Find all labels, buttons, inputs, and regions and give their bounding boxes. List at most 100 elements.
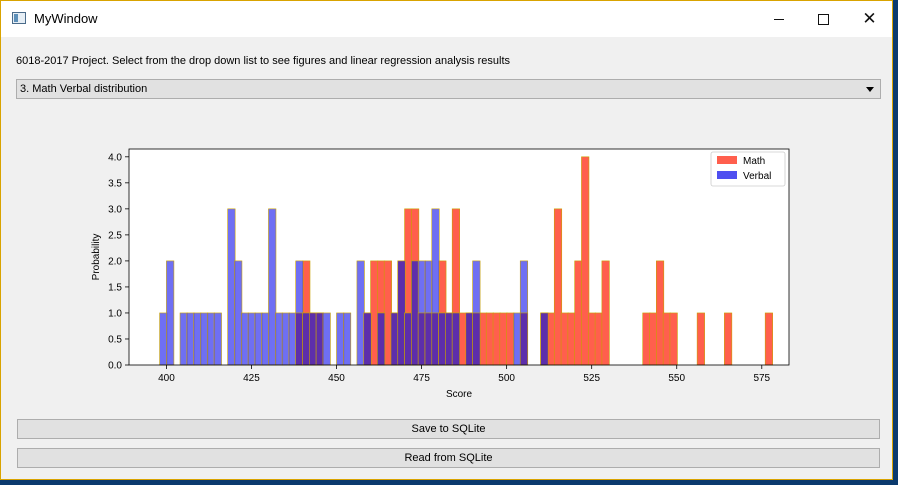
overlap-bar xyxy=(390,312,399,366)
math-bar xyxy=(601,260,610,366)
math-bar xyxy=(506,312,515,366)
overlap-bar xyxy=(424,312,433,366)
verbal-bar xyxy=(159,312,168,366)
save-to-sqlite-button[interactable]: Save to SQLite xyxy=(17,419,880,439)
legend-swatch xyxy=(717,171,737,179)
overlap-bar xyxy=(295,312,304,366)
y-tick-label: 2.0 xyxy=(108,256,122,267)
x-tick-label: 575 xyxy=(753,373,770,384)
overlap-bar xyxy=(519,312,529,366)
verbal-bar xyxy=(234,260,243,366)
overlap-bar xyxy=(377,312,386,366)
math-bar xyxy=(479,312,488,366)
y-tick-label: 3.5 xyxy=(108,178,122,189)
math-bar xyxy=(656,260,665,366)
math-bar xyxy=(567,312,576,366)
math-bar xyxy=(492,312,501,366)
math-bar xyxy=(581,156,590,366)
x-tick-label: 550 xyxy=(668,373,685,384)
x-axis-label: Score xyxy=(446,389,473,400)
overlap-bar xyxy=(315,312,324,366)
verbal-bar xyxy=(206,312,216,366)
math-bar xyxy=(669,312,678,366)
math-bar xyxy=(587,312,597,366)
overlap-bar xyxy=(411,260,420,366)
overlap-bar xyxy=(397,260,406,366)
verbal-bar xyxy=(288,312,297,366)
verbal-bar xyxy=(281,312,290,366)
y-tick-label: 0.0 xyxy=(108,361,122,372)
verbal-bar xyxy=(268,208,277,366)
y-tick-label: 2.5 xyxy=(108,230,122,241)
verbal-bar xyxy=(343,312,352,366)
math-bar xyxy=(553,208,563,366)
math-bar xyxy=(485,312,495,366)
overlap-bar xyxy=(309,312,318,366)
title-bar[interactable]: MyWindow ✕ xyxy=(1,1,892,37)
histogram-chart: 400 425 450 475 500 525 550 575 0.0 0.5 1.0 1.5 2.0 2… xyxy=(91,148,790,400)
overlap-bar xyxy=(472,312,481,366)
y-tick-label: 1.0 xyxy=(108,308,122,319)
overlap-bar xyxy=(363,312,372,366)
verbal-bar xyxy=(240,312,250,366)
x-tick-label: 450 xyxy=(328,373,345,384)
verbal-bar xyxy=(356,260,365,366)
y-tick-label: 3.0 xyxy=(108,204,122,215)
verbal-bar xyxy=(261,312,270,366)
overlap-bar xyxy=(445,312,454,366)
overlap-bar xyxy=(540,312,549,366)
verbal-bar xyxy=(254,312,263,366)
legend-label: Verbal xyxy=(743,171,771,182)
verbal-bar xyxy=(322,312,331,366)
close-icon: ✕ xyxy=(862,9,877,29)
verbal-bar xyxy=(336,312,345,366)
read-from-sqlite-button[interactable]: Read from SQLite xyxy=(17,448,880,468)
plot-frame xyxy=(128,148,790,366)
chevron-down-icon xyxy=(866,87,874,92)
overlap-bar xyxy=(451,312,460,366)
x-tick-label: 425 xyxy=(243,373,260,384)
verbal-bar xyxy=(166,260,175,366)
verbal-bar xyxy=(186,312,195,366)
x-tick-label: 475 xyxy=(413,373,430,384)
y-axis-label: Probability xyxy=(91,234,102,281)
math-bar xyxy=(499,312,508,366)
math-bar xyxy=(458,312,467,366)
math-bar xyxy=(370,260,379,366)
math-bar xyxy=(764,312,773,366)
dropdown-selected-value: 3. Math Verbal distribution xyxy=(20,83,148,95)
description-label: 6018-2017 Project. Select from the drop … xyxy=(16,55,511,67)
close-button[interactable]: ✕ xyxy=(847,1,892,37)
overlap-bar xyxy=(465,312,474,366)
minimize-button[interactable] xyxy=(756,1,801,37)
y-tick-label: 4.0 xyxy=(108,152,122,163)
math-bar xyxy=(547,312,556,366)
verbal-bar xyxy=(179,312,188,366)
window-title: MyWindow xyxy=(34,11,98,26)
overlap-bar xyxy=(431,312,440,366)
math-bar xyxy=(724,312,733,366)
app-window-icon xyxy=(12,12,26,24)
verbal-bar xyxy=(193,312,202,366)
verbal-bar xyxy=(247,312,256,366)
overlap-bar xyxy=(302,312,311,366)
legend-label: Math xyxy=(743,156,765,167)
overlap-bar xyxy=(417,312,426,366)
math-bar xyxy=(594,312,603,366)
verbal-bar xyxy=(513,312,522,366)
verbal-bar xyxy=(200,312,209,366)
math-bar xyxy=(662,312,671,366)
legend-swatch xyxy=(717,156,737,164)
x-tick-label: 500 xyxy=(498,373,515,384)
math-bar xyxy=(560,312,569,366)
verbal-bar xyxy=(227,208,236,366)
y-tick-label: 0.5 xyxy=(108,334,122,345)
y-tick-label: 1.5 xyxy=(108,282,122,293)
verbal-bar xyxy=(274,312,284,366)
overlap-bar xyxy=(438,312,447,366)
math-bar xyxy=(383,260,392,366)
figure-dropdown[interactable]: 3. Math Verbal distribution xyxy=(16,79,881,99)
verbal-bar xyxy=(213,312,222,366)
maximize-button[interactable] xyxy=(801,1,846,37)
